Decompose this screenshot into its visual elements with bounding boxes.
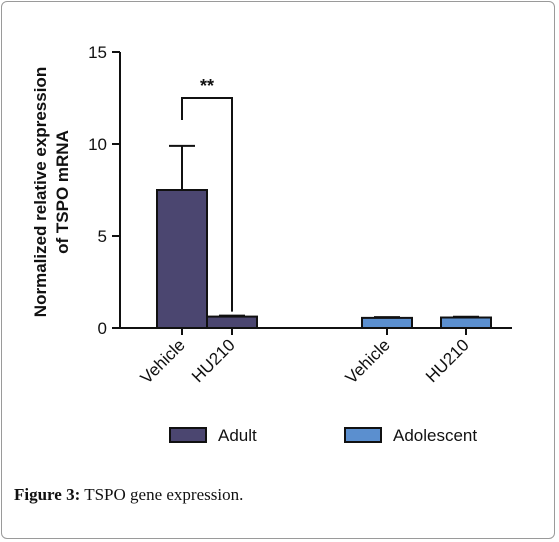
y-tick-label: 15 [88, 43, 107, 62]
x-tick-label: Vehicle [137, 335, 189, 387]
caption-text: TSPO gene expression. [80, 485, 244, 504]
y-axis-label: Normalized relative expression of TSPO m… [31, 67, 72, 317]
legend-swatch [344, 427, 382, 443]
bar [440, 316, 492, 329]
bar [156, 189, 208, 329]
caption-label: Figure 3: [14, 485, 81, 504]
x-tick-label: HU210 [188, 335, 239, 386]
bar [361, 316, 413, 330]
bracket-line [181, 97, 233, 312]
bars [156, 144, 492, 330]
x-tick-label: HU210 [422, 335, 473, 386]
significance-bracket: ** [181, 76, 233, 312]
y-axis-label-line2: of TSPO mRNA [53, 130, 72, 254]
x-tick-label: Vehicle [342, 335, 394, 387]
legend-swatch [169, 427, 207, 443]
axes: 0 5 10 15 [88, 43, 512, 338]
legend-label: Adult [218, 426, 257, 445]
legend-label: Adolescent [393, 426, 477, 445]
bar-chart: Normalized relative expression of TSPO m… [31, 43, 512, 445]
figure-caption: Figure 3: TSPO gene expression. [14, 485, 243, 505]
bar [206, 315, 258, 330]
y-tick-label: 5 [98, 227, 107, 246]
y-tick-label: 0 [98, 319, 107, 338]
significance-label: ** [200, 76, 214, 96]
y-axis-label-line1: Normalized relative expression [31, 67, 50, 317]
y-tick-label: 10 [88, 135, 107, 154]
legend: Adult Adolescent [169, 426, 477, 445]
x-tick-labels: Vehicle HU210 Vehicle HU210 [137, 335, 473, 387]
